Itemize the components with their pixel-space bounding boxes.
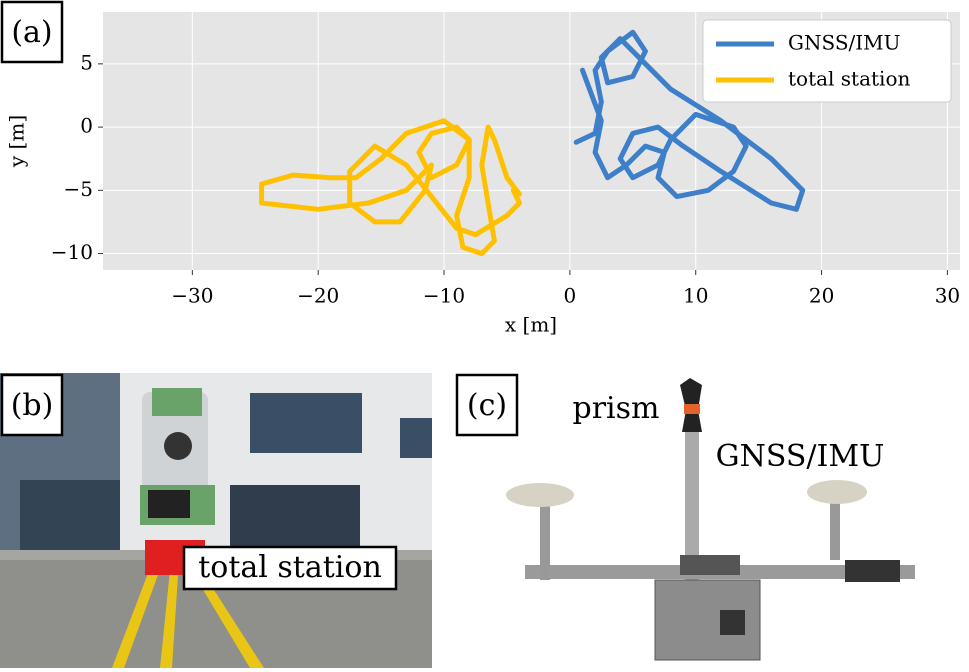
trajectory-chart: x [m] y [m] −30 −20 −10 0 10 20 30 5 0 −5 −10 GNSS/… bbox=[5, 12, 960, 337]
legend-label: total station bbox=[788, 67, 910, 91]
photo-label: GNSS/IMU bbox=[716, 439, 885, 474]
photo-sensor-platform bbox=[506, 378, 915, 661]
panel-label: (a) bbox=[11, 15, 52, 50]
y-tick-label: −10 bbox=[51, 240, 93, 264]
panel-box bbox=[0, 373, 64, 437]
panel-label: (c) bbox=[467, 388, 507, 423]
trajectory-line bbox=[573, 29, 806, 212]
x-tick-label: 10 bbox=[683, 284, 708, 308]
trajectory-line bbox=[259, 118, 522, 257]
photo-total-station bbox=[0, 373, 432, 668]
y-tick-label: 0 bbox=[80, 114, 93, 138]
legend-label: GNSS/IMU bbox=[788, 31, 901, 55]
x-tick-label: 20 bbox=[809, 284, 834, 308]
photo-label: prism bbox=[573, 391, 660, 426]
x-tick-label: 0 bbox=[564, 284, 577, 308]
panel-box bbox=[0, 0, 64, 64]
y-axis-label: y [m] bbox=[5, 115, 29, 168]
x-tick-label: −10 bbox=[423, 284, 465, 308]
label-box bbox=[182, 545, 398, 591]
y-tick-label: −5 bbox=[64, 177, 93, 201]
panel-box bbox=[455, 373, 519, 437]
photo-label: total station bbox=[198, 550, 382, 585]
x-tick-label: 30 bbox=[935, 284, 960, 308]
x-tick-label: −20 bbox=[297, 284, 339, 308]
x-tick-label: −30 bbox=[171, 284, 213, 308]
trajectories bbox=[259, 29, 806, 257]
y-tick-label: 5 bbox=[80, 50, 93, 74]
x-axis-label: x [m] bbox=[505, 313, 557, 337]
panel-label: (b) bbox=[11, 388, 54, 423]
